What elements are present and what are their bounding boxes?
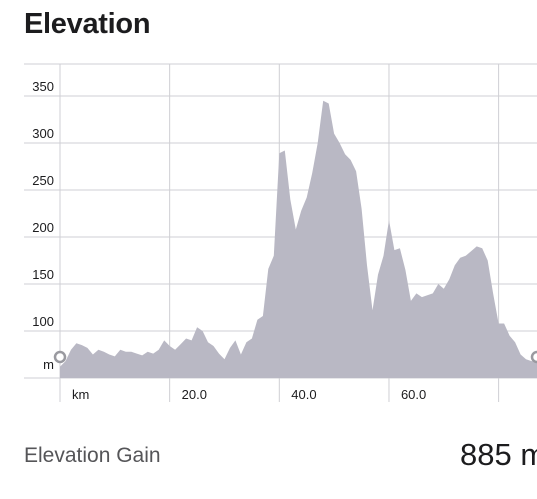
y-tick-label: 300 xyxy=(32,126,54,141)
y-tick-label: 200 xyxy=(32,220,54,235)
elevation-gain-label: Elevation Gain xyxy=(24,444,161,467)
page-title: Elevation xyxy=(24,8,151,40)
elevation-chart[interactable]: 100 150 200 250 300 350 m km 20.0 40.0 60.0 xyxy=(0,0,537,420)
chart-labels: 100 150 200 250 300 350 m km 20.0 40.0 60.0 xyxy=(32,79,426,402)
range-handles[interactable] xyxy=(53,350,537,364)
y-tick-label: 250 xyxy=(32,173,54,188)
x-tick-label: 20.0 xyxy=(182,387,207,402)
x-unit-label: km xyxy=(72,387,89,402)
range-start-handle[interactable] xyxy=(53,350,67,364)
elevation-gain-value: 885 m xyxy=(460,437,537,472)
y-tick-label: 150 xyxy=(32,267,54,282)
elevation-area xyxy=(60,100,537,378)
y-tick-label: 350 xyxy=(32,79,54,94)
y-tick-label: 100 xyxy=(32,314,54,329)
y-unit-label: m xyxy=(43,357,54,372)
range-end-handle[interactable] xyxy=(530,350,537,364)
x-tick-label: 60.0 xyxy=(401,387,426,402)
x-tick-label: 40.0 xyxy=(291,387,316,402)
